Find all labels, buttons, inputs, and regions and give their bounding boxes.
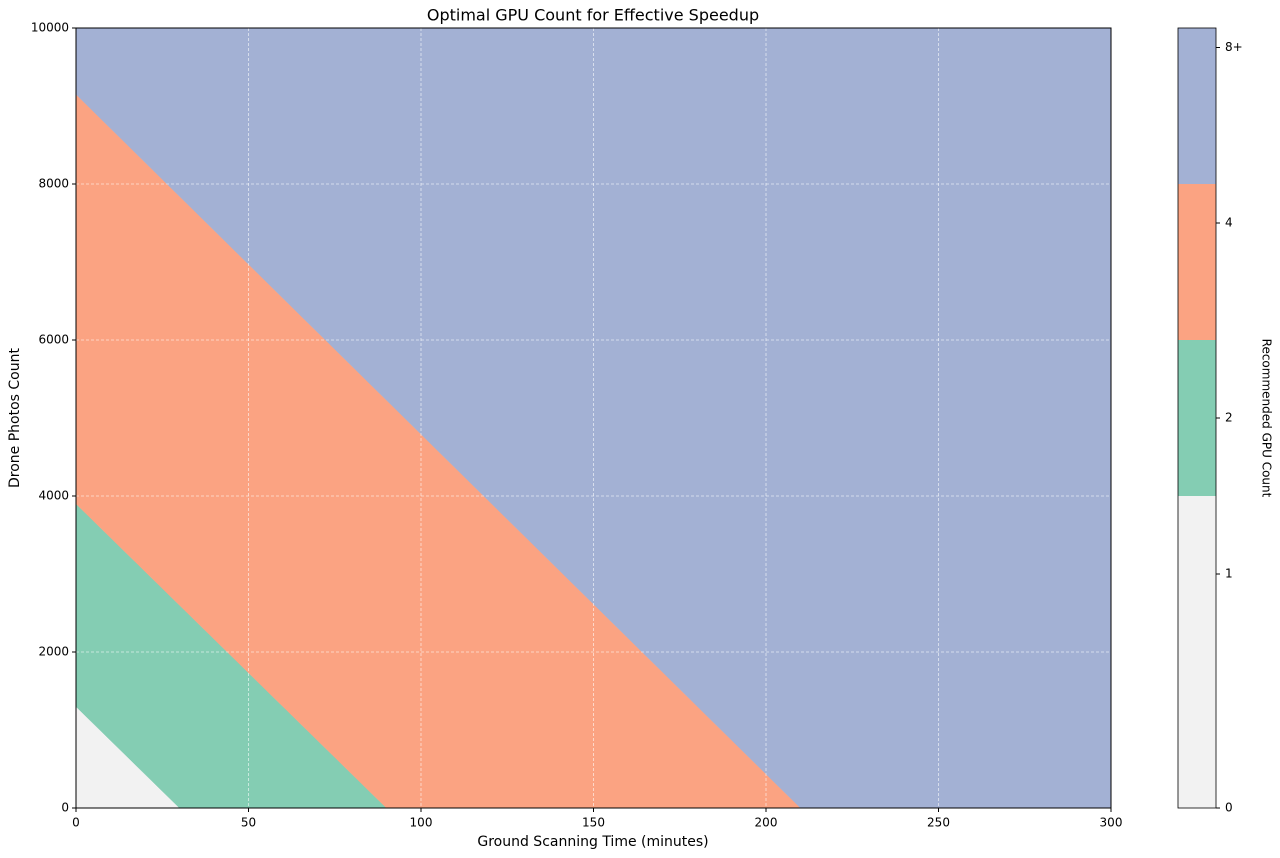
x-tick-label: 50 xyxy=(241,816,256,830)
colorbar-segment xyxy=(1178,28,1216,184)
colorbar-segment xyxy=(1178,496,1216,652)
plot-frame xyxy=(75,27,1112,809)
y-tick-label: 0 xyxy=(61,801,69,815)
y-tick-label: 4000 xyxy=(38,489,69,503)
x-tick-label: 150 xyxy=(582,816,605,830)
y-tick-label: 8000 xyxy=(38,177,69,191)
colorbar-segment xyxy=(1178,652,1216,808)
colorbar-tick-label: 0 xyxy=(1225,801,1233,815)
colorbar-tick-label: 4 xyxy=(1225,216,1233,230)
x-tick-label: 0 xyxy=(72,816,80,830)
x-tick-label: 200 xyxy=(755,816,778,830)
colorbar-tick-label: 2 xyxy=(1225,411,1233,425)
x-tick-label: 300 xyxy=(1100,816,1123,830)
colorbar-segment xyxy=(1178,184,1216,340)
y-tick-label: 6000 xyxy=(38,333,69,347)
x-tick-label: 100 xyxy=(410,816,433,830)
colorbar-label: Recommended GPU Count xyxy=(1260,339,1274,498)
y-axis-label: Drone Photos Count xyxy=(7,348,23,488)
chart-title: Optimal GPU Count for Effective Speedup xyxy=(427,6,759,25)
colorbar-segment xyxy=(1178,340,1216,496)
y-tick-label: 10000 xyxy=(31,21,69,35)
colorbar-tick-label: 1 xyxy=(1225,567,1233,581)
x-tick-label: 250 xyxy=(927,816,950,830)
y-tick-label: 2000 xyxy=(38,645,69,659)
colorbar-tick-label: 8+ xyxy=(1225,40,1243,54)
x-axis-label: Ground Scanning Time (minutes) xyxy=(477,834,708,850)
